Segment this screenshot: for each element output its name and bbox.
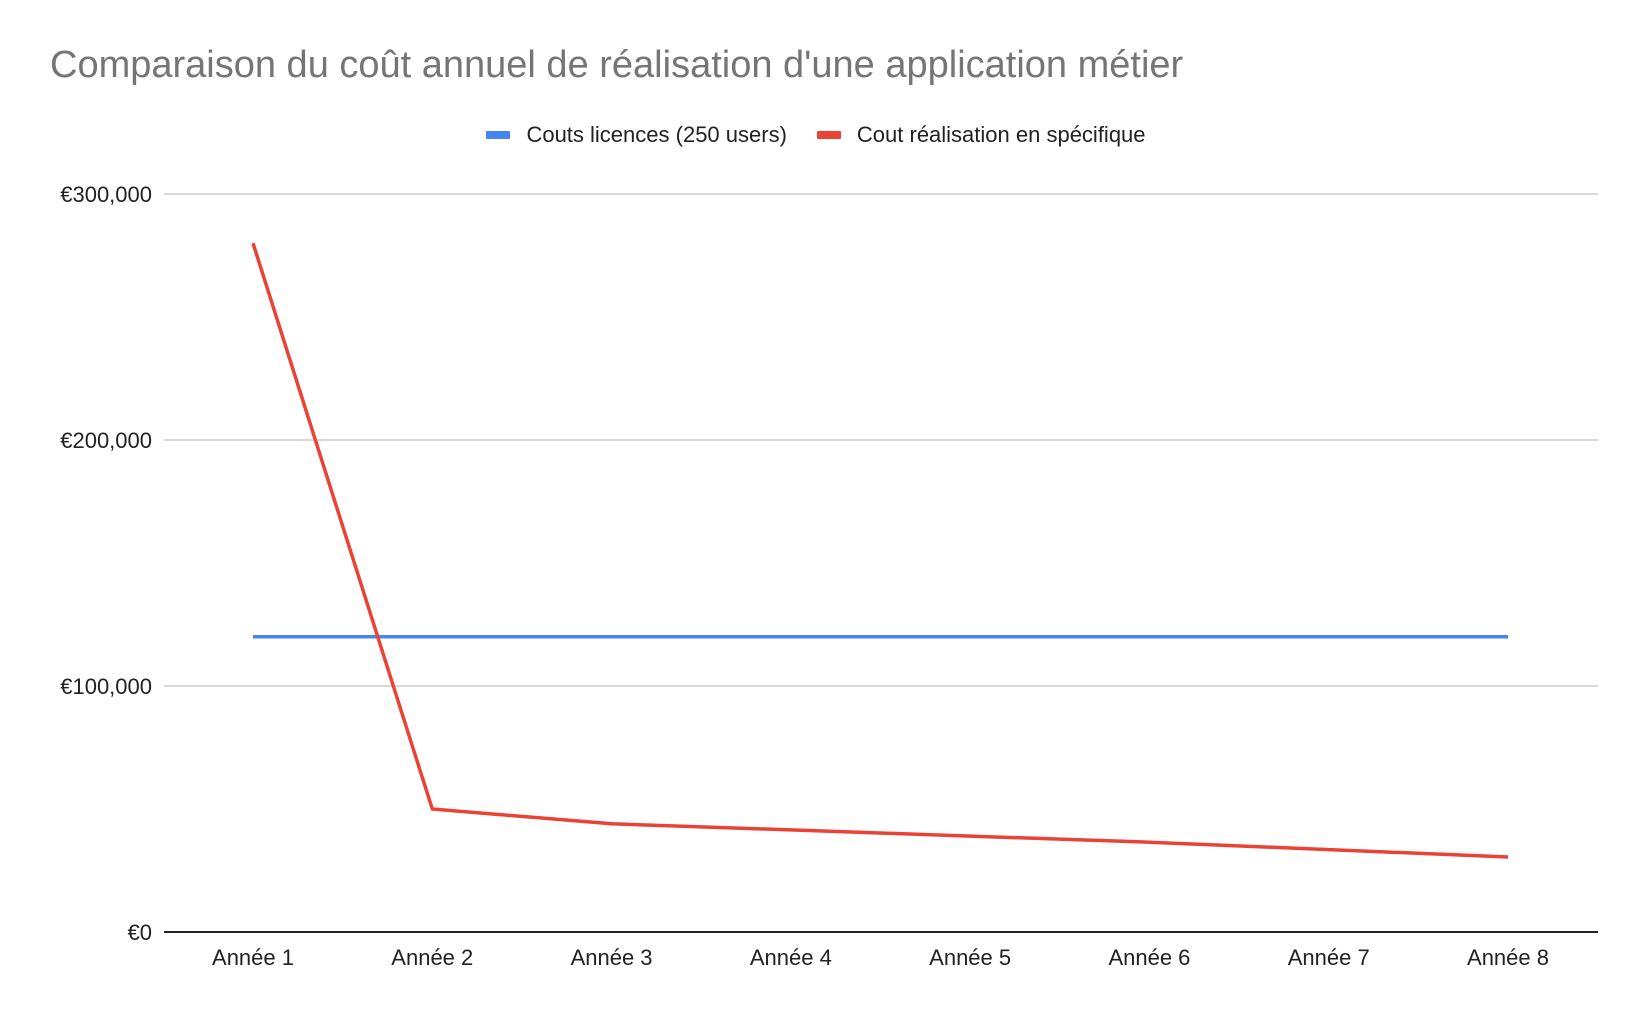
x-tick-label-7: Année 8 (1467, 945, 1549, 970)
x-tick-label-3: Année 4 (750, 945, 832, 970)
chart-title: Comparaison du coût annuel de réalisatio… (50, 44, 1184, 86)
x-tick-label-1: Année 2 (391, 945, 473, 970)
legend-label-specifique: Cout réalisation en spécifique (856, 122, 1146, 147)
x-tick-label-5: Année 6 (1108, 945, 1190, 970)
legend-swatch-specifique (816, 131, 841, 139)
x-tick-label-2: Année 3 (571, 945, 653, 970)
y-tick-label-0: €0 (128, 920, 152, 945)
x-tick-label-4: Année 5 (929, 945, 1011, 970)
legend-swatch-licences (486, 131, 511, 139)
legend-item-licences[interactable]: Couts licences (250 users) (486, 122, 787, 148)
legend-item-specifique[interactable]: Cout réalisation en spécifique (816, 122, 1146, 148)
x-tick-label-6: Année 7 (1288, 945, 1370, 970)
legend: Couts licences (250 users) Cout réalisat… (0, 122, 1632, 148)
y-tick-label-2: €200,000 (60, 428, 152, 453)
y-tick-label-3: €300,000 (60, 182, 152, 207)
legend-label-licences: Couts licences (250 users) (526, 122, 787, 147)
y-tick-label-1: €100,000 (60, 674, 152, 699)
x-tick-label-0: Année 1 (212, 945, 294, 970)
series-line-1 (251, 242, 1509, 859)
